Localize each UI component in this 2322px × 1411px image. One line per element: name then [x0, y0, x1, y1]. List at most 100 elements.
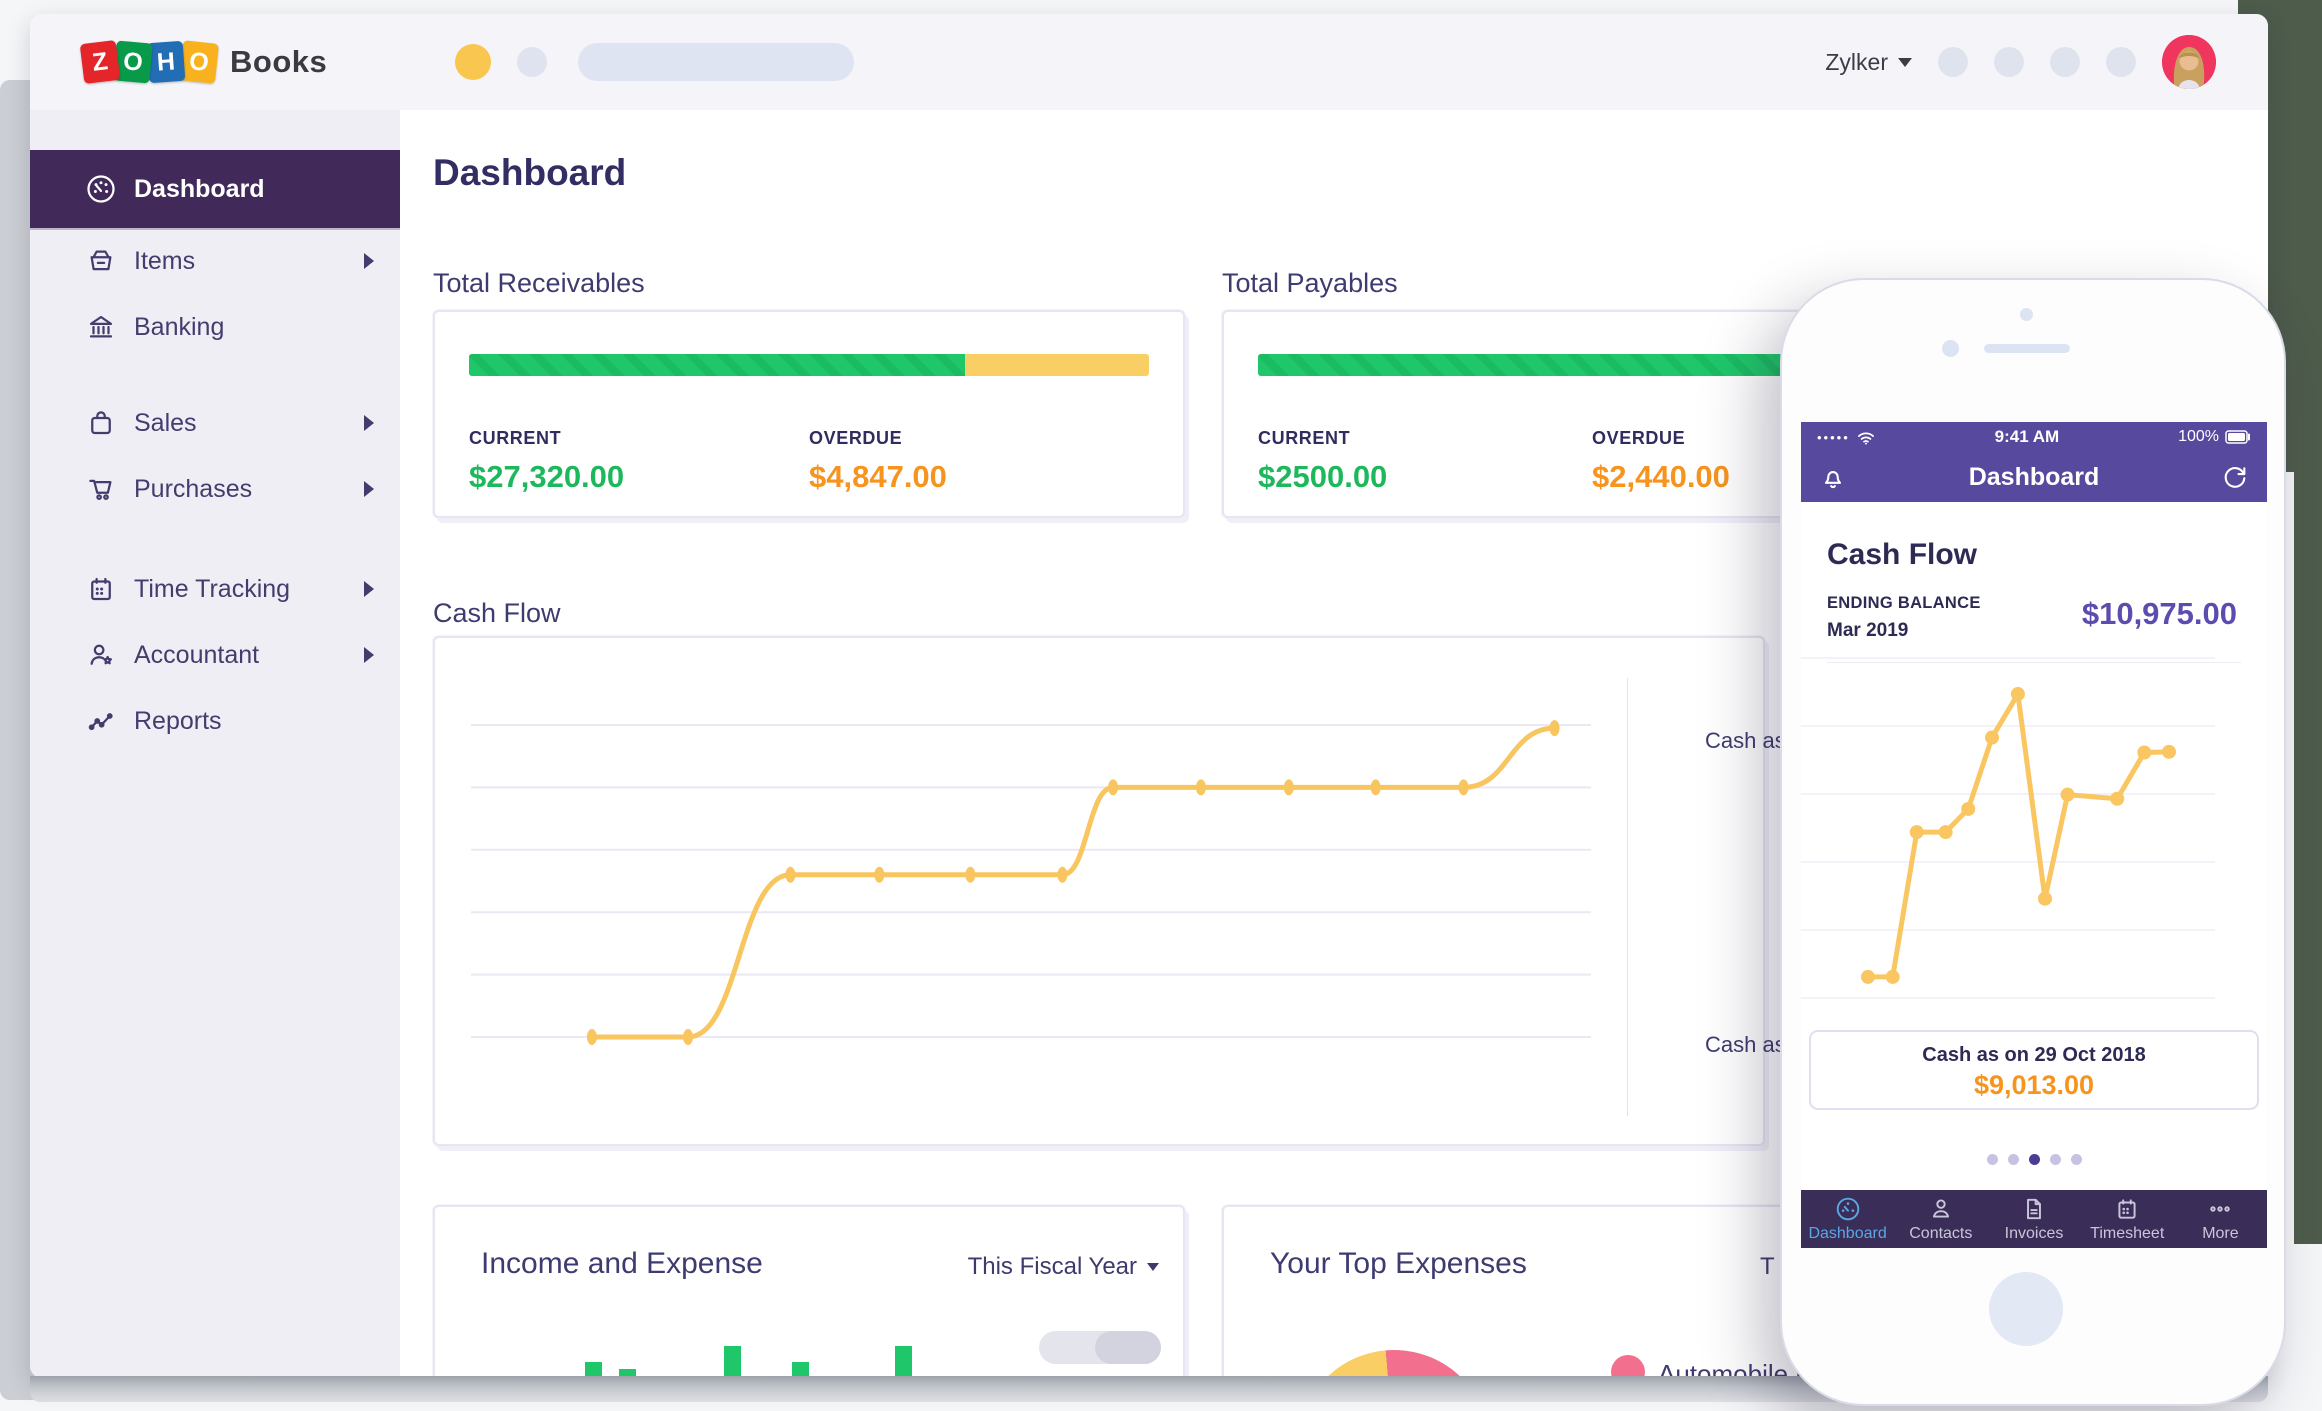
- chevron-down-icon: [1898, 57, 1912, 67]
- phone-nav-title: Dashboard: [1968, 462, 2100, 491]
- sidebar: Dashboard Items Banking Sales: [30, 110, 400, 1378]
- phone-screen: ••••• 9:41 AM 100% Dashb: [1801, 422, 2267, 1248]
- signal-dots-icon: •••••: [1817, 429, 1850, 445]
- phone-mockup: ••••• 9:41 AM 100% Dashb: [1780, 278, 2286, 1406]
- timesheet-calendar-icon: [2118, 1198, 2136, 1219]
- carousel-dots[interactable]: [1801, 1154, 2267, 1165]
- accountant-person-icon: [90, 644, 112, 665]
- ending-balance-label: ENDING BALANCE: [1827, 594, 1981, 612]
- brand-name: Books: [230, 44, 328, 79]
- chevron-right-icon: [364, 415, 374, 431]
- carousel-dot[interactable]: [1986, 1154, 1998, 1165]
- carousel-dot[interactable]: [2007, 1154, 2019, 1165]
- sidebar-item-purchases[interactable]: Purchases: [30, 456, 400, 522]
- search-input[interactable]: [578, 43, 854, 81]
- tab-invoices[interactable]: Invoices: [1987, 1190, 2080, 1248]
- logo-block-o2: O: [179, 40, 219, 84]
- receivables-title: Total Receivables: [433, 268, 645, 298]
- sidebar-item-reports[interactable]: Reports: [30, 688, 400, 754]
- phone-app-nav: Dashboard: [1801, 452, 2267, 502]
- cart-icon: [89, 479, 112, 501]
- income-expense-card: Income and Expense This Fiscal Year: [433, 1205, 1185, 1378]
- legend-swatch-automobile: [1611, 1355, 1645, 1378]
- sidebar-item-accountant[interactable]: Accountant: [30, 622, 400, 688]
- overdue-value[interactable]: $4,847.00: [809, 459, 947, 494]
- timesheet-calendar-icon: [91, 577, 111, 601]
- phone-speaker: [1984, 344, 2070, 353]
- current-label: CURRENT: [1258, 428, 1351, 448]
- battery-percent: 100%: [2178, 428, 2219, 445]
- sidebar-item-label: Banking: [134, 312, 225, 341]
- current-value[interactable]: $2500.00: [1258, 459, 1388, 494]
- phone-status-bar: ••••• 9:41 AM 100%: [1801, 422, 2267, 452]
- top-expenses-filter[interactable]: T: [1760, 1253, 1775, 1281]
- topbar-icon-1[interactable]: [1938, 47, 1968, 77]
- overdue-label: OVERDUE: [1592, 428, 1686, 448]
- sidebar-item-sales[interactable]: Sales: [30, 390, 400, 456]
- tab-more[interactable]: More: [2174, 1190, 2267, 1248]
- carousel-dot[interactable]: [2070, 1154, 2082, 1165]
- chevron-right-icon: [364, 647, 374, 663]
- notification-dot-icon[interactable]: [455, 44, 491, 80]
- current-value[interactable]: $27,320.00: [469, 459, 625, 494]
- income-expense-title: Income and Expense: [481, 1247, 763, 1280]
- logo-block-h: H: [146, 40, 186, 84]
- tab-label: Dashboard: [1808, 1224, 1887, 1242]
- phone-content: Cash Flow ENDING BALANCE Mar 2019 $10,97…: [1801, 502, 2267, 1190]
- cashflow-tooltip: Cash as on 29 Oct 2018 $9,013.00: [1809, 1030, 2259, 1110]
- tab-contacts[interactable]: Contacts: [1894, 1190, 1987, 1248]
- sidebar-item-dashboard[interactable]: Dashboard: [30, 150, 400, 228]
- basket-icon: [90, 250, 112, 271]
- tooltip-title: Cash as on 29 Oct 2018: [1922, 1044, 2146, 1066]
- sidebar-item-label: Accountant: [134, 640, 260, 669]
- sidebar-item-time-tracking[interactable]: Time Tracking: [30, 556, 400, 622]
- overdue-value[interactable]: $2,440.00: [1592, 459, 1730, 494]
- org-name: Zylker: [1825, 48, 1888, 75]
- tab-timesheet[interactable]: Timesheet: [2081, 1190, 2174, 1248]
- sidebar-item-banking[interactable]: Banking: [30, 294, 400, 360]
- toolbar-dot-icon[interactable]: [517, 47, 547, 77]
- tooltip-value: $9,013.00: [1973, 1070, 2095, 1100]
- sidebar-group-gap: [30, 360, 400, 390]
- filter-label-truncated: T: [1760, 1253, 1775, 1280]
- current-label: CURRENT: [469, 428, 562, 448]
- progress-current: [469, 354, 966, 376]
- chevron-down-icon: [1147, 1263, 1159, 1271]
- carousel-dot[interactable]: [2049, 1154, 2061, 1165]
- gauge-icon: [1836, 1197, 1859, 1220]
- bank-icon: [89, 315, 113, 338]
- sidebar-item-label: Items: [134, 246, 196, 275]
- phone-tab-bar: Dashboard Contacts Invoices: [1801, 1190, 2267, 1248]
- top-expenses-pie-chart: [1298, 1350, 1490, 1378]
- sidebar-item-items[interactable]: Items: [30, 228, 400, 294]
- chevron-right-icon: [364, 581, 374, 597]
- cashflow-card: Cash as o Cash as o: [433, 636, 1804, 1146]
- cashflow-card-divider: [1627, 678, 1628, 1116]
- document-icon: [2027, 1198, 2041, 1219]
- sidebar-item-label: Time Tracking: [134, 574, 291, 603]
- receivables-progress-bar: [469, 354, 1149, 376]
- topbar-icon-3[interactable]: [2050, 47, 2080, 77]
- topbar-icon-4[interactable]: [2106, 47, 2136, 77]
- phone-divider: [1827, 662, 2241, 663]
- phone-camera-icon: [2020, 308, 2033, 321]
- phone-home-button[interactable]: [1989, 1272, 2063, 1346]
- topbar-right-cluster: Zylker: [1825, 14, 2216, 110]
- carousel-dot[interactable]: [2028, 1154, 2040, 1165]
- user-avatar[interactable]: [2162, 35, 2216, 89]
- topbar-icon-2[interactable]: [1994, 47, 2024, 77]
- progress-current: [1258, 354, 1793, 376]
- refresh-icon[interactable]: [2221, 463, 2249, 491]
- zoho-books-logo[interactable]: Z O H O Books: [79, 39, 328, 85]
- org-dropdown[interactable]: Zylker: [1825, 49, 1912, 76]
- tab-dashboard[interactable]: Dashboard: [1801, 1190, 1894, 1248]
- cashflow-title: Cash Flow: [433, 598, 561, 628]
- fiscal-year-filter[interactable]: This Fiscal Year: [968, 1253, 1159, 1281]
- ending-balance-amount: $10,975.00: [2081, 596, 2237, 631]
- page-background-green-strip: [2294, 0, 2322, 1244]
- accrual-cash-toggle[interactable]: [1039, 1331, 1161, 1364]
- payables-title: Total Payables: [1222, 268, 1398, 298]
- bell-icon[interactable]: [1819, 463, 1847, 491]
- tab-label: Timesheet: [2090, 1224, 2165, 1242]
